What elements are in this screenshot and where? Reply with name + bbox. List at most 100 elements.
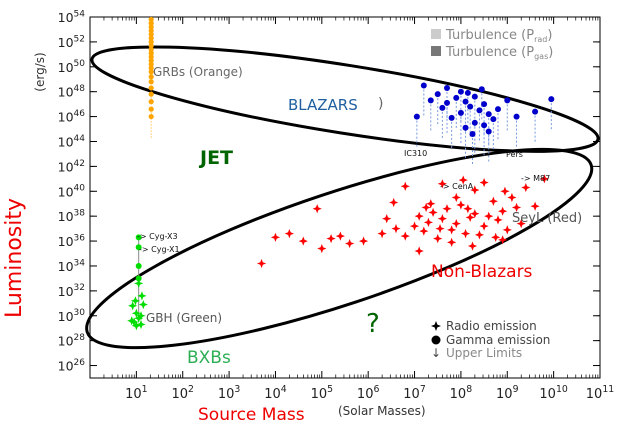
blazars-label: BLAZARS [288, 96, 358, 114]
seyl-agn-radio-point [493, 215, 503, 225]
grbs-point [148, 31, 154, 38]
cygx3-annotation: -> Cyg-X3 [137, 232, 178, 241]
legend-gamma-marker [431, 335, 441, 345]
seyl-agn-radio-point [511, 202, 522, 213]
seyl-agn-radio-point [467, 241, 478, 251]
blazars-point [462, 124, 469, 131]
blazars-point [457, 109, 464, 116]
x-tick-label: 108 [450, 384, 473, 402]
blazars-point [513, 113, 520, 120]
seyl-agn-radio-point [335, 231, 345, 241]
cena-annotation: -> CenA [440, 182, 474, 191]
seyl-agn-radio-point [498, 206, 508, 216]
grbs-point [148, 99, 154, 105]
legend-radio-marker [431, 321, 441, 331]
gbh-point [134, 313, 144, 323]
grbs-point [148, 43, 154, 49]
seyl-agn-radio-point [463, 204, 473, 214]
legend-turbulence-rad: Turbulence (Prad) [445, 28, 552, 44]
gbh-point [138, 299, 148, 310]
y-tick-label: 1052 [58, 34, 85, 50]
x-axis-label: Source Mass [198, 405, 305, 425]
seyl-agn-radio-point [256, 258, 267, 269]
grbs-label: GRBs (Orange) [153, 65, 243, 79]
x-tick-label: 1010 [539, 384, 567, 402]
y-tick-label: 1026 [58, 358, 86, 374]
blazars-point [439, 104, 446, 111]
seyl-agn-radio-point [423, 217, 434, 227]
cygx1-annotation: -> Cyg-X1 [139, 245, 180, 254]
grbs-point [148, 106, 154, 112]
seyl-agn-radio-point [500, 186, 510, 196]
x-tick-label: 109 [496, 384, 519, 402]
seyl-agn-radio-point [426, 199, 436, 209]
blazars-point [495, 106, 501, 113]
x-tick-label: 107 [403, 384, 426, 402]
seyl-agn-radio-point [414, 246, 424, 256]
seyl-agn-radio-point [345, 238, 355, 249]
gbh-point [127, 316, 137, 326]
seyl-agn-radio-point [488, 196, 498, 206]
grbs-point [148, 79, 154, 85]
blazars-point [457, 88, 464, 95]
y-tick-label: 1050 [58, 59, 86, 75]
seyl-agn-radio-point [460, 229, 471, 239]
seyl-agn-radio-point [447, 225, 457, 235]
seyl-agn-radio-point [409, 221, 420, 231]
y-tick-label: 1032 [58, 283, 85, 299]
seyl-agn-radio-point [284, 229, 294, 239]
seyl-agn-radio-point [474, 230, 485, 240]
seyl-agn-radio-point [458, 175, 468, 185]
seyl-agn-radio-point [312, 204, 322, 214]
seyl-agn-radio-point [491, 232, 501, 242]
seyl-agn-radio-point [498, 235, 508, 245]
gbh-point [131, 308, 141, 318]
grbs-point [148, 85, 154, 91]
y-tick-label: 1038 [58, 209, 86, 225]
seyl-agn-radio-point [479, 221, 489, 231]
grbs-point [148, 57, 154, 64]
blazars-point [548, 96, 555, 103]
blazars-point [485, 111, 492, 118]
legend-turbulence-gas: Turbulence (Pgas) [445, 45, 553, 61]
y-tick-label: 1048 [58, 84, 86, 100]
seyl-agn-radio-point [419, 226, 429, 236]
m87-annotation: -> M87 [521, 174, 550, 183]
legend-gamma: Gamma emission [446, 333, 550, 347]
y-tick-label: 1040 [58, 184, 86, 200]
grbs-point [148, 65, 154, 71]
y-tick-label: 1044 [58, 134, 86, 150]
blazars-point [471, 93, 478, 100]
seyl-agn-radio-point [400, 181, 410, 191]
seyl-agn-radio-point [437, 214, 447, 224]
legend-radio: Radio emission [446, 319, 537, 333]
legend-turbulence-rad-swatch [431, 29, 441, 39]
y-axis-units: (erg/s) [33, 52, 47, 91]
grbs-point [148, 28, 154, 34]
seyl-agn-radio-point [270, 232, 281, 242]
grbs-point [148, 74, 154, 80]
seyl-agn-radio-point [484, 211, 494, 221]
grbs-point [148, 113, 154, 120]
seyl-agn-radio-point [470, 209, 480, 219]
seyl-agn-radio-point [465, 212, 475, 223]
grbs-point [148, 61, 154, 67]
blazars-point [467, 103, 474, 110]
y-tick-label: 1046 [58, 109, 86, 125]
seyl-label: SeyL (Red) [512, 211, 582, 226]
gbh-gamma-point [135, 244, 142, 251]
x-tick-label: 105 [311, 384, 334, 402]
blazars-point [444, 84, 450, 91]
blazars-point [444, 99, 450, 106]
blazars-point [478, 86, 485, 93]
seyl-agn-radio-point [358, 236, 369, 246]
blazars-point [427, 97, 434, 104]
non-blazars-label: Non-Blazars [431, 262, 533, 282]
blazars-point [462, 98, 469, 105]
question-mark: ? [366, 309, 380, 339]
seyl-agn-radio-point [479, 177, 489, 188]
x-tick-label: 103 [218, 384, 241, 402]
gbh-point [128, 301, 138, 311]
